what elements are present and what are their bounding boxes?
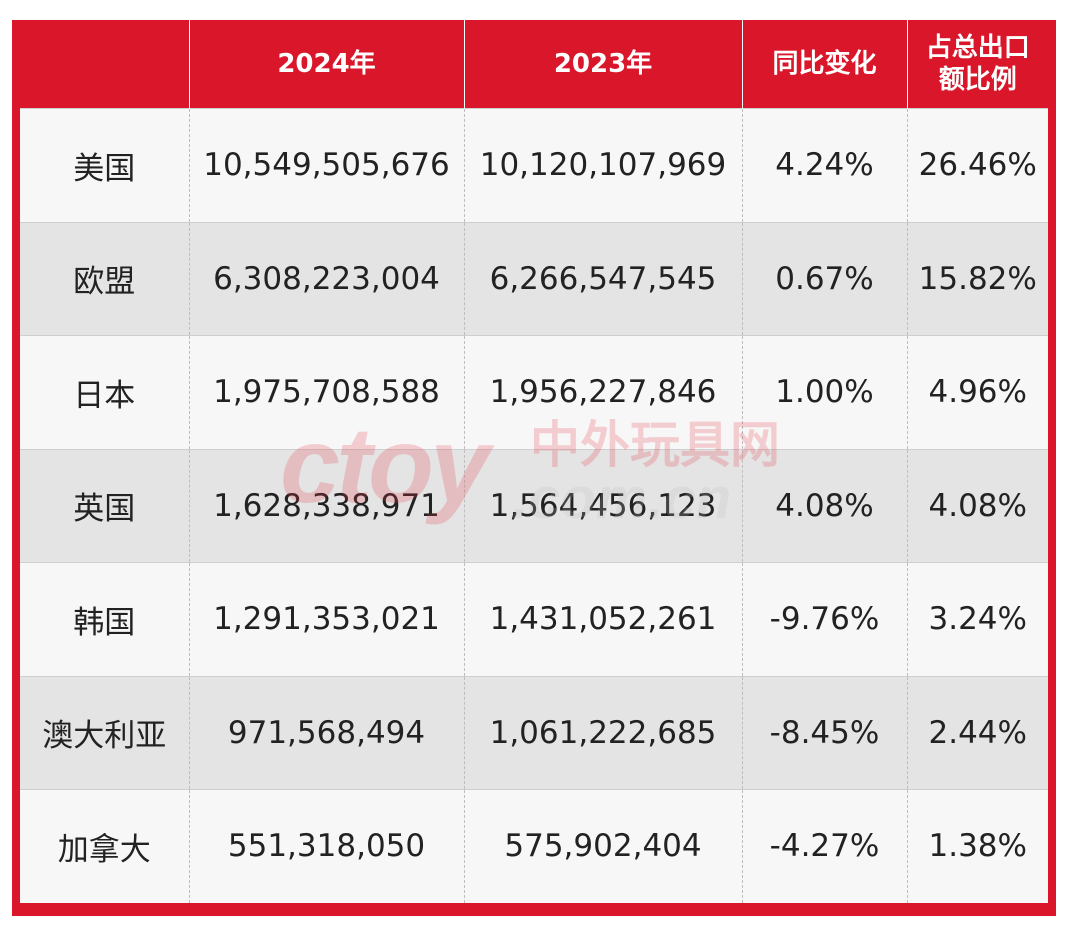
cell-2024: 6,308,223,004 xyxy=(188,221,464,336)
cell-yoy: 4.24% xyxy=(741,108,907,222)
table-row: 英国 1,628,338,971 1,564,456,123 4.08% 4.0… xyxy=(20,448,1048,563)
cell-yoy: -9.76% xyxy=(741,562,907,676)
cell-share: 2.44% xyxy=(906,675,1048,790)
cell-share: 4.08% xyxy=(906,448,1048,563)
header-region xyxy=(20,20,189,109)
cell-yoy: -4.27% xyxy=(741,789,907,903)
cell-2023: 1,956,227,846 xyxy=(463,335,742,449)
cell-2024: 971,568,494 xyxy=(188,675,464,790)
header-2023: 2023年 xyxy=(463,20,742,109)
header-export-share-line2: 额比例 xyxy=(938,65,1017,95)
header-export-share-line1: 占总出口 xyxy=(925,33,1030,63)
table-row: 日本 1,975,708,588 1,956,227,846 1.00% 4.9… xyxy=(20,335,1048,449)
cell-region: 美国 xyxy=(20,108,189,222)
table-row: 美国 10,549,505,676 10,120,107,969 4.24% 2… xyxy=(20,108,1048,222)
cell-2023: 1,564,456,123 xyxy=(463,448,742,563)
export-table: 2024年 2023年 同比变化 占总出口 额比例 美国 10,549,505,… xyxy=(20,20,1048,903)
cell-yoy: 1.00% xyxy=(741,335,907,449)
cell-region: 日本 xyxy=(20,335,189,449)
export-table-frame: 2024年 2023年 同比变化 占总出口 额比例 美国 10,549,505,… xyxy=(12,20,1056,916)
cell-region: 韩国 xyxy=(20,562,189,676)
cell-2024: 1,628,338,971 xyxy=(188,448,464,563)
header-export-share: 占总出口 额比例 xyxy=(906,20,1048,109)
cell-2023: 6,266,547,545 xyxy=(463,221,742,336)
cell-share: 4.96% xyxy=(906,335,1048,449)
cell-2023: 1,061,222,685 xyxy=(463,675,742,790)
table-row: 欧盟 6,308,223,004 6,266,547,545 0.67% 15.… xyxy=(20,221,1048,336)
header-row: 2024年 2023年 同比变化 占总出口 额比例 xyxy=(20,20,1048,109)
header-2024: 2024年 xyxy=(188,20,464,109)
cell-yoy: 4.08% xyxy=(741,448,907,563)
cell-2024: 10,549,505,676 xyxy=(188,108,464,222)
cell-yoy: 0.67% xyxy=(741,221,907,336)
table-row: 加拿大 551,318,050 575,902,404 -4.27% 1.38% xyxy=(20,789,1048,903)
cell-2023: 575,902,404 xyxy=(463,789,742,903)
cell-region: 英国 xyxy=(20,448,189,563)
cell-yoy: -8.45% xyxy=(741,675,907,790)
cell-share: 15.82% xyxy=(906,221,1048,336)
cell-2023: 10,120,107,969 xyxy=(463,108,742,222)
cell-2024: 551,318,050 xyxy=(188,789,464,903)
table-row: 韩国 1,291,353,021 1,431,052,261 -9.76% 3.… xyxy=(20,562,1048,676)
cell-share: 3.24% xyxy=(906,562,1048,676)
table-row: 澳大利亚 971,568,494 1,061,222,685 -8.45% 2.… xyxy=(20,675,1048,790)
cell-share: 1.38% xyxy=(906,789,1048,903)
cell-2023: 1,431,052,261 xyxy=(463,562,742,676)
cell-2024: 1,975,708,588 xyxy=(188,335,464,449)
cell-region: 欧盟 xyxy=(20,221,189,336)
cell-region: 澳大利亚 xyxy=(20,675,189,790)
cell-region: 加拿大 xyxy=(20,789,189,903)
header-yoy-change: 同比变化 xyxy=(741,20,907,109)
cell-2024: 1,291,353,021 xyxy=(188,562,464,676)
cell-share: 26.46% xyxy=(906,108,1048,222)
